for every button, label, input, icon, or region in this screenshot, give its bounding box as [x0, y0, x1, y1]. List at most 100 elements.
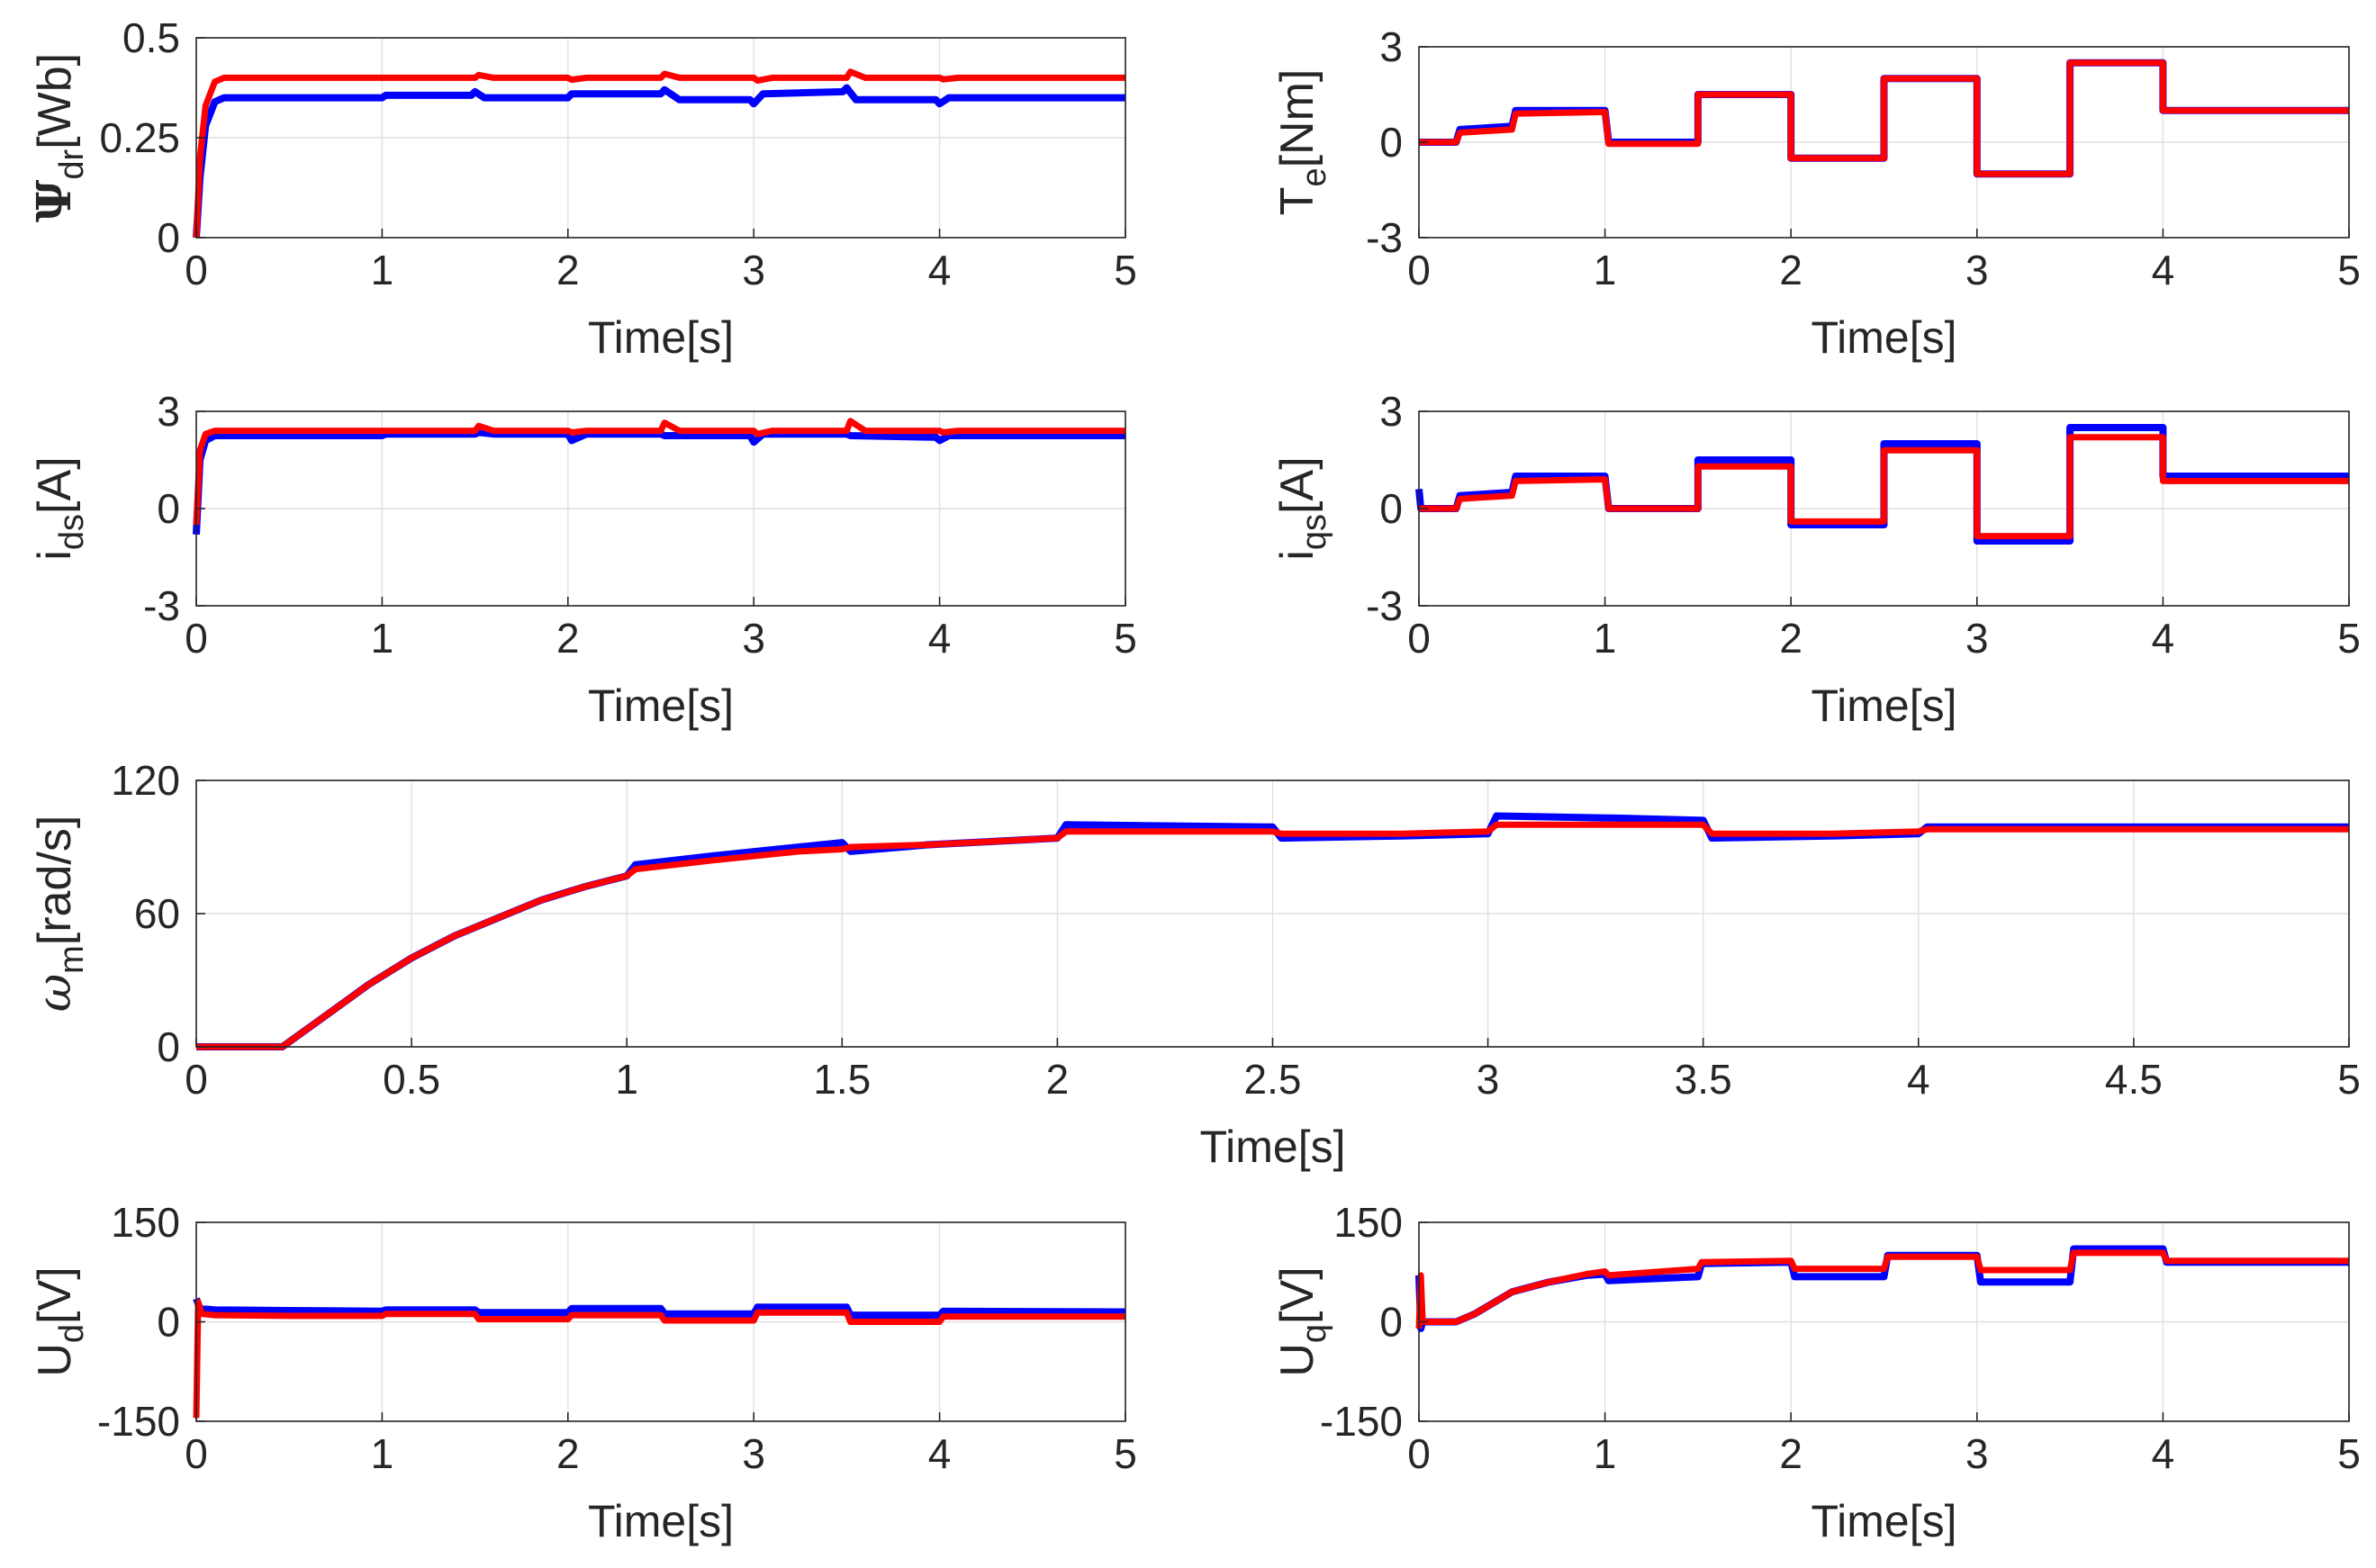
- y-axis-label-subscript: ds: [53, 514, 91, 550]
- y-axis-label: iqs[A]: [1271, 456, 1333, 560]
- series-line-red: [1419, 59, 2349, 177]
- y-axis-label-subscript: q: [1296, 1324, 1333, 1343]
- x-tick-label: 3: [1965, 1430, 1989, 1477]
- y-tick-label: 0.5: [122, 14, 180, 61]
- y-axis-label-subscript: dr: [53, 149, 91, 179]
- x-tick-label: 2: [1779, 1430, 1802, 1477]
- y-axis-label-subscript: d: [53, 1324, 91, 1343]
- y-tick-label: 3: [1379, 388, 1403, 435]
- x-tick-label: 1: [615, 1056, 638, 1103]
- subplot-omega_m: 0 0.5 1 1.5 2 2.5 3 3.5 4 4.5 5 0 60 120 Time[s] ωm[rad…: [28, 757, 2361, 1172]
- y-tick-label: 3: [1379, 23, 1403, 70]
- y-axis-label-subscript: qs: [1296, 514, 1333, 550]
- y-tick-label: 0.25: [99, 114, 180, 161]
- y-axis-label-unit: [V]: [1271, 1266, 1324, 1324]
- y-axis-label-unit: [rad/s]: [29, 816, 81, 946]
- y-tick-label: 0: [157, 214, 180, 261]
- x-tick-label: 1: [371, 247, 394, 293]
- x-tick-label: 3: [1477, 1056, 1500, 1103]
- x-tick-label: 2: [556, 1430, 580, 1477]
- x-tick-label: 4.5: [2105, 1056, 2163, 1103]
- series-line-blue: [193, 84, 1125, 239]
- x-tick-label: 4: [2152, 1430, 2175, 1477]
- series-line-red: [193, 1298, 1125, 1419]
- x-axis-label: Time[s]: [588, 312, 734, 363]
- x-tick-label: 2.5: [1244, 1056, 1302, 1103]
- y-tick-label: -150: [97, 1398, 180, 1445]
- x-tick-label: 5: [1114, 1430, 1137, 1477]
- y-tick-label: -3: [1366, 214, 1403, 261]
- x-tick-label: 4: [2152, 247, 2175, 293]
- x-axis-label: Time[s]: [588, 1496, 734, 1546]
- x-tick-label: 5: [2337, 1056, 2361, 1103]
- series-line-red: [1415, 1249, 2349, 1329]
- x-axis-label: Time[s]: [588, 680, 734, 731]
- y-axis-label-unit: [V]: [29, 1266, 81, 1324]
- x-tick-label: 5: [2337, 615, 2361, 662]
- series-line-red: [193, 68, 1125, 239]
- y-axis-label-unit: [A]: [29, 456, 81, 514]
- x-tick-label: 0: [1407, 615, 1431, 662]
- y-axis-label: ωm[rad/s]: [28, 816, 91, 1013]
- x-tick-label: 2: [556, 615, 580, 662]
- y-axis-label: Te[Nm]: [1271, 69, 1333, 216]
- x-tick-label: 0: [185, 615, 208, 662]
- x-axis-label: Time[s]: [1811, 312, 1956, 363]
- y-axis-label-symbol: U: [29, 1343, 81, 1377]
- y-tick-label: -150: [1320, 1398, 1403, 1445]
- y-axis-label: Uq[V]: [1271, 1266, 1333, 1376]
- x-axis-label: Time[s]: [1199, 1122, 1345, 1172]
- x-tick-label: 5: [2337, 1430, 2361, 1477]
- y-axis-label: Ud[V]: [29, 1266, 91, 1376]
- y-axis-label-unit: [Nm]: [1271, 69, 1324, 168]
- series-line-red: [196, 821, 2349, 1050]
- x-tick-label: 3: [742, 247, 765, 293]
- y-tick-label: 0: [157, 1299, 180, 1346]
- y-axis-label: ids[A]: [29, 456, 91, 560]
- x-tick-label: 1.5: [813, 1056, 871, 1103]
- x-tick-label: 3: [742, 1430, 765, 1477]
- y-tick-label: 60: [134, 890, 180, 937]
- y-tick-label: 0: [1379, 485, 1403, 532]
- y-axis-label-subscript: e: [1296, 167, 1333, 186]
- x-tick-label: 5: [1114, 247, 1137, 293]
- y-tick-label: 0: [157, 485, 180, 532]
- x-tick-label: 0: [185, 1056, 208, 1103]
- y-axis-label-unit: [A]: [1271, 456, 1324, 514]
- x-tick-label: 4: [928, 247, 952, 293]
- x-tick-label: 3: [1965, 247, 1989, 293]
- x-tick-label: 3.5: [1675, 1056, 1732, 1103]
- x-tick-label: 3: [742, 615, 765, 662]
- subplot-psi_dr: 0 1 2 3 4 5 0 0.25 0.5 Time[s] Ψdr[Wb]: [27, 14, 1137, 363]
- x-tick-label: 2: [1779, 615, 1802, 662]
- y-axis-label-subscript: m: [53, 945, 91, 974]
- y-axis-label-symbol: Ψ: [27, 179, 82, 222]
- y-tick-label: 120: [111, 757, 180, 804]
- x-tick-label: 0: [1407, 247, 1431, 293]
- x-tick-label: 1: [1594, 247, 1617, 293]
- series-line-red: [1419, 434, 2349, 540]
- series-line-red: [193, 418, 1125, 526]
- x-tick-label: 5: [2337, 247, 2361, 293]
- x-tick-label: 0: [185, 247, 208, 293]
- y-tick-label: 3: [157, 388, 180, 435]
- x-tick-label: 4: [1907, 1056, 1930, 1103]
- x-tick-label: 0.5: [383, 1056, 440, 1103]
- x-tick-label: 2: [1779, 247, 1802, 293]
- x-tick-label: 4: [2152, 615, 2175, 662]
- x-tick-label: 1: [371, 615, 394, 662]
- x-tick-label: 3: [1965, 615, 1989, 662]
- x-axis-label: Time[s]: [1811, 1496, 1956, 1546]
- y-axis-label-symbol: U: [1271, 1343, 1324, 1377]
- x-tick-label: 0: [1407, 1430, 1431, 1477]
- y-tick-label: -3: [1366, 582, 1403, 629]
- x-tick-label: 1: [1594, 615, 1617, 662]
- x-axis-label: Time[s]: [1811, 680, 1956, 731]
- x-tick-label: 2: [1046, 1056, 1070, 1103]
- y-axis-label-unit: [Wb]: [29, 53, 81, 149]
